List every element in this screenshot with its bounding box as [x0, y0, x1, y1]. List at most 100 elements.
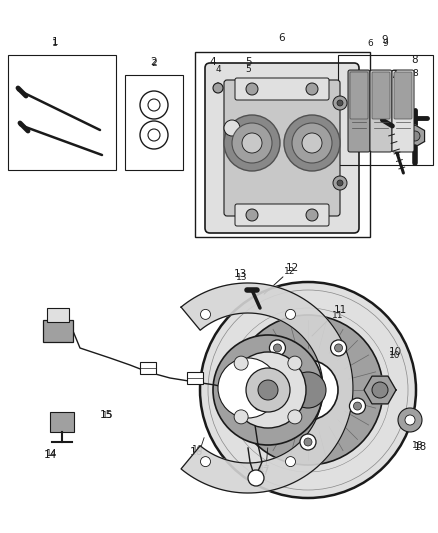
Text: 14: 14: [43, 450, 57, 460]
Circle shape: [224, 115, 280, 171]
Circle shape: [218, 358, 278, 418]
Text: 9: 9: [382, 39, 388, 49]
Text: 17: 17: [259, 465, 271, 474]
Circle shape: [246, 209, 258, 221]
Circle shape: [304, 438, 312, 446]
Text: 1: 1: [52, 37, 58, 47]
Text: 16: 16: [192, 446, 204, 455]
Circle shape: [306, 83, 318, 95]
Circle shape: [286, 457, 296, 466]
FancyBboxPatch shape: [372, 72, 390, 119]
Text: 5: 5: [245, 57, 251, 67]
Ellipse shape: [200, 381, 416, 399]
Circle shape: [234, 410, 248, 424]
Text: 7: 7: [389, 85, 395, 93]
Circle shape: [292, 123, 332, 163]
Text: 13: 13: [233, 269, 247, 279]
Text: 8: 8: [412, 69, 418, 78]
Text: 6: 6: [279, 33, 285, 43]
FancyBboxPatch shape: [394, 72, 412, 119]
Circle shape: [288, 356, 302, 370]
Text: 12: 12: [284, 268, 296, 277]
Bar: [47, 308, 69, 322]
Circle shape: [306, 209, 318, 221]
Circle shape: [140, 91, 168, 119]
Circle shape: [213, 83, 223, 93]
Circle shape: [278, 360, 338, 420]
Circle shape: [290, 372, 326, 408]
Bar: [195, 52, 370, 237]
Circle shape: [288, 410, 302, 424]
Circle shape: [234, 356, 248, 370]
Circle shape: [337, 180, 343, 186]
Circle shape: [335, 344, 343, 352]
Polygon shape: [406, 125, 424, 147]
Text: 4: 4: [210, 57, 216, 67]
Circle shape: [410, 131, 420, 141]
Text: 10: 10: [389, 347, 402, 357]
Text: 10: 10: [389, 351, 401, 359]
Circle shape: [405, 415, 415, 425]
Circle shape: [246, 83, 258, 95]
FancyBboxPatch shape: [235, 78, 329, 100]
Circle shape: [398, 408, 422, 432]
Circle shape: [232, 123, 272, 163]
Bar: [43, 320, 73, 342]
Text: 2: 2: [151, 60, 157, 69]
Circle shape: [284, 115, 340, 171]
Circle shape: [140, 121, 168, 149]
Circle shape: [286, 309, 296, 319]
Bar: [338, 55, 433, 165]
Circle shape: [300, 434, 316, 450]
Text: 12: 12: [286, 263, 299, 273]
Text: 18: 18: [413, 442, 427, 452]
Bar: [187, 372, 203, 384]
FancyBboxPatch shape: [350, 72, 368, 119]
FancyBboxPatch shape: [205, 63, 359, 233]
Circle shape: [230, 352, 306, 428]
Text: 15: 15: [99, 410, 113, 420]
Text: 17: 17: [256, 467, 270, 477]
Text: 4: 4: [215, 66, 221, 75]
Circle shape: [201, 309, 211, 319]
Bar: [50, 412, 74, 432]
Circle shape: [213, 335, 323, 445]
Circle shape: [201, 457, 211, 466]
Polygon shape: [364, 376, 396, 404]
Text: 2: 2: [151, 57, 157, 67]
Circle shape: [333, 96, 347, 110]
Circle shape: [302, 133, 322, 153]
Circle shape: [148, 99, 160, 111]
Circle shape: [333, 176, 347, 190]
FancyBboxPatch shape: [235, 204, 329, 226]
Text: 7: 7: [390, 70, 396, 80]
Text: 13: 13: [236, 273, 248, 282]
Circle shape: [251, 398, 267, 414]
Text: 9: 9: [381, 35, 389, 45]
Circle shape: [148, 129, 160, 141]
Bar: [125, 75, 183, 170]
Circle shape: [233, 315, 383, 465]
Text: 6: 6: [367, 39, 373, 49]
Circle shape: [242, 133, 262, 153]
Text: 11: 11: [332, 311, 344, 319]
Text: 5: 5: [245, 66, 251, 75]
Circle shape: [331, 340, 346, 356]
FancyBboxPatch shape: [224, 80, 340, 216]
Text: 11: 11: [333, 305, 346, 315]
FancyBboxPatch shape: [392, 70, 414, 152]
FancyBboxPatch shape: [348, 70, 370, 152]
Circle shape: [372, 382, 388, 398]
Circle shape: [273, 344, 282, 352]
Bar: [140, 362, 156, 374]
Text: 16: 16: [189, 447, 203, 457]
Polygon shape: [181, 283, 353, 493]
Circle shape: [254, 402, 262, 410]
Circle shape: [337, 100, 343, 106]
Circle shape: [258, 380, 278, 400]
Bar: [8, 55, 116, 170]
Circle shape: [246, 368, 290, 412]
Text: 8: 8: [412, 55, 418, 65]
Circle shape: [269, 340, 286, 356]
Text: 14: 14: [46, 448, 58, 457]
